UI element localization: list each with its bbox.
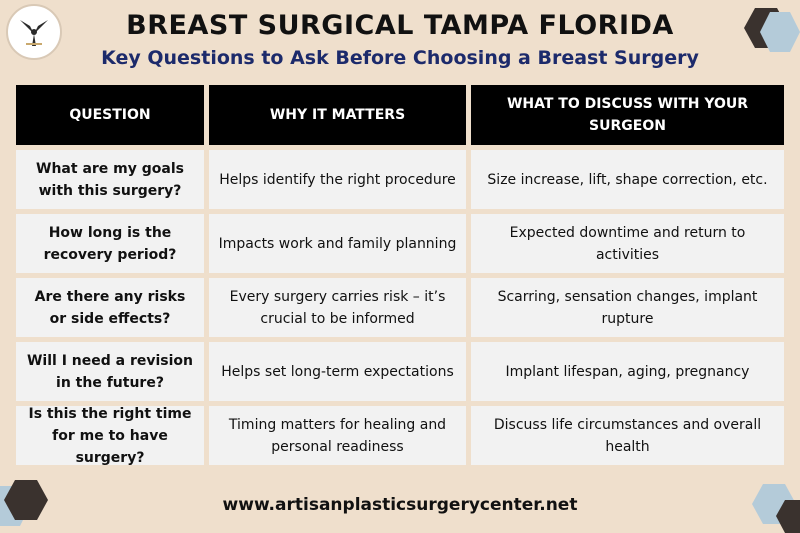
row-5-discuss: Discuss life circumstances and overall h… (471, 406, 784, 465)
hexagon-decoration-top-right-light (760, 12, 800, 52)
row-3-question: Are there any risks or side effects? (16, 278, 204, 337)
row-4-question: Will I need a revision in the future? (16, 342, 204, 401)
row-2-why: Impacts work and family planning (209, 214, 466, 273)
column-header-why: WHY IT MATTERS (209, 85, 466, 145)
logo (6, 4, 62, 60)
row-1-discuss: Size increase, lift, shape correction, e… (471, 150, 784, 209)
row-2-question: How long is the recovery period? (16, 214, 204, 273)
row-5-question: Is this the right time for me to have su… (16, 406, 204, 466)
row-2-discuss: Expected downtime and return to activiti… (471, 214, 784, 273)
row-3-why: Every surgery carries risk – it’s crucia… (209, 278, 466, 337)
page-subtitle: Key Questions to Ask Before Choosing a B… (101, 47, 699, 69)
hexagon-decoration-bottom-right-dark (776, 500, 800, 533)
page-title: BREAST SURGICAL TAMPA FLORIDA (126, 10, 674, 41)
questions-table: QUESTION WHY IT MATTERS WHAT TO DISCUSS … (16, 85, 784, 466)
row-4-discuss: Implant lifespan, aging, pregnancy (471, 342, 784, 401)
row-3-discuss: Scarring, sensation changes, implant rup… (471, 278, 784, 337)
bird-icon (20, 20, 48, 46)
column-header-discuss: WHAT TO DISCUSS WITH YOUR SURGEON (471, 85, 784, 145)
row-4-why: Helps set long-term expectations (209, 342, 466, 401)
column-header-question: QUESTION (16, 85, 204, 145)
hexagon-decoration-bottom-left-dark (4, 480, 48, 520)
website-link[interactable]: www.artisanplasticsurgerycenter.net (222, 495, 578, 515)
row-5-why: Timing matters for healing and personal … (209, 406, 466, 465)
row-1-why: Helps identify the right procedure (209, 150, 466, 209)
row-1-question: What are my goals with this surgery? (16, 150, 204, 209)
